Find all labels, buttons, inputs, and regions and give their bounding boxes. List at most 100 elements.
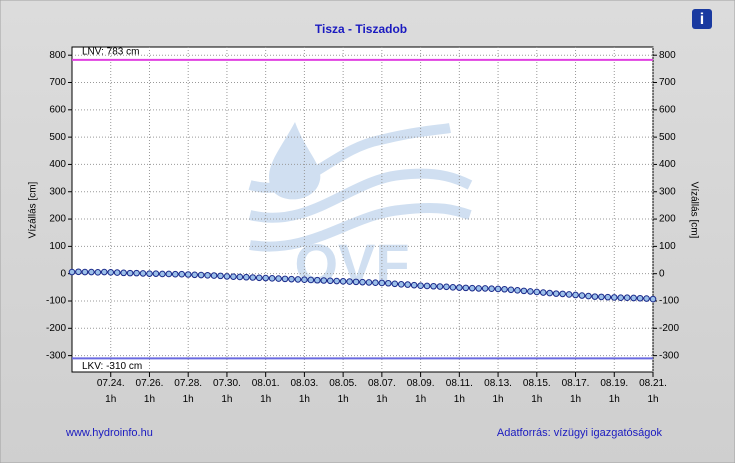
x-tick-label-line: 1h: [144, 394, 155, 405]
info-button[interactable]: [692, 9, 712, 29]
x-tick-label-line: 1h: [105, 394, 116, 405]
y2-tick-label: 0: [659, 268, 665, 279]
x-tick-label-line: 08.13.: [484, 378, 512, 389]
y-tick-label: -200: [46, 323, 66, 334]
data-point: [539, 289, 547, 296]
x-tick-label: 08.05. 1h: [329, 378, 357, 405]
data-point: [133, 269, 140, 277]
data-point: [346, 278, 353, 285]
data-point: [585, 292, 592, 300]
data-point: [481, 285, 489, 292]
data-point: [533, 288, 541, 296]
data-point: [494, 285, 502, 293]
data-point: [275, 275, 282, 282]
x-tick-label-line: 08.07.: [368, 378, 396, 389]
x-tick-label: 08.21. 1h: [639, 378, 667, 405]
data-point: [572, 291, 579, 299]
data-point: [281, 275, 289, 283]
data-point: [520, 287, 528, 295]
data-point: [326, 277, 334, 285]
data-point: [456, 284, 463, 291]
data-point: [249, 274, 257, 281]
x-tick-label: 08.11. 1h: [446, 378, 473, 405]
data-point: [236, 273, 244, 281]
data-point: [178, 270, 186, 278]
x-tick-label-line: 1h: [609, 394, 620, 405]
data-point: [391, 280, 399, 288]
x-tick-label-line: 08.15.: [523, 378, 551, 389]
data-point: [546, 289, 554, 297]
data-point: [475, 285, 483, 292]
data-point: [410, 281, 418, 289]
data-point: [565, 291, 573, 298]
x-tick-label-line: 08.05.: [329, 378, 357, 389]
reference-line-label: LKV: -310 cm: [82, 361, 142, 372]
info-icon[interactable]: i: [700, 11, 704, 28]
data-point: [255, 274, 263, 282]
data-point: [610, 294, 618, 301]
y2-tick-label: 600: [659, 104, 676, 115]
x-tick-label: 08.07. 1h: [368, 378, 396, 405]
x-tick-label: 08.03. 1h: [290, 378, 318, 405]
y2-tick-label: 300: [659, 186, 676, 197]
data-point: [488, 285, 495, 293]
y2-tick-label: -100: [659, 296, 679, 307]
data-point: [359, 278, 366, 286]
data-point: [165, 270, 173, 278]
data-point: [630, 294, 637, 302]
x-tick-label: 08.13. 1h: [484, 378, 512, 405]
y-tick-label: 800: [49, 50, 66, 61]
y-tick-label: -300: [46, 350, 66, 361]
data-point: [204, 272, 211, 279]
x-tick-label: 07.28. 1h: [174, 378, 202, 405]
x-tick-label: 08.09. 1h: [407, 378, 435, 405]
data-point: [159, 270, 166, 278]
data-point: [649, 295, 657, 303]
x-tick-label: 08.01. 1h: [252, 378, 280, 405]
y2-tick-label: 400: [659, 159, 676, 170]
data-point: [184, 271, 192, 278]
x-tick-label-line: 1h: [376, 394, 387, 405]
data-point: [507, 286, 515, 294]
x-tick-label-line: 1h: [260, 394, 271, 405]
y2-tick-label: 800: [659, 50, 676, 61]
data-point: [171, 270, 179, 278]
data-point: [617, 294, 625, 302]
x-tick-label-line: 07.26.: [136, 378, 164, 389]
data-point: [404, 281, 411, 288]
data-point: [197, 271, 205, 279]
data-point: [443, 283, 450, 291]
y2-axis-label: Vízállás [cm]: [688, 182, 699, 239]
y-axis-label: Vízállás [cm]: [28, 181, 39, 238]
data-point: [552, 290, 560, 297]
x-tick-label-line: 08.21.: [639, 378, 667, 389]
y2-tick-label: 200: [659, 214, 676, 225]
x-tick-label-line: 1h: [647, 394, 658, 405]
data-point: [262, 274, 269, 282]
x-tick-label: 08.17. 1h: [562, 378, 590, 405]
data-point: [320, 277, 328, 284]
data-point: [372, 279, 379, 286]
data-point: [333, 277, 340, 285]
x-tick-label-line: 1h: [221, 394, 232, 405]
data-point: [365, 279, 373, 286]
data-point: [468, 284, 476, 292]
footer-source-link[interactable]: www.hydroinfo.hu: [65, 427, 153, 439]
data-point: [623, 294, 631, 302]
data-point: [152, 270, 160, 277]
data-point: [559, 290, 566, 298]
chart-title: Tisza - Tiszadob: [315, 22, 407, 36]
x-tick-label-line: 1h: [493, 394, 504, 405]
x-tick-label-line: 08.19.: [600, 378, 628, 389]
data-point: [397, 281, 405, 288]
data-point: [146, 270, 153, 277]
x-tick-label-line: 07.28.: [174, 378, 202, 389]
y-tick-label: 700: [49, 77, 66, 88]
x-tick-label-line: 1h: [338, 394, 349, 405]
plot-area: [71, 46, 654, 373]
y-tick-label: -100: [46, 296, 66, 307]
x-tick-label: 08.15. 1h: [523, 378, 551, 405]
data-point: [643, 295, 650, 302]
data-point: [68, 268, 76, 276]
